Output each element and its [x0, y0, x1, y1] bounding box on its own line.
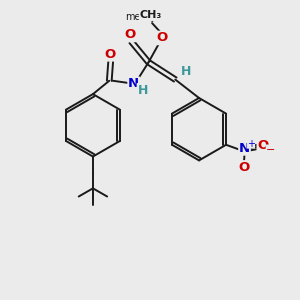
Text: CH₃: CH₃ [140, 11, 162, 20]
Text: N: N [239, 142, 250, 155]
Text: N: N [128, 77, 139, 90]
Text: O: O [238, 161, 250, 174]
Text: methyl: methyl [125, 11, 159, 22]
Text: O: O [104, 48, 116, 61]
Text: −: − [266, 145, 275, 154]
Text: O: O [156, 32, 167, 44]
Text: O: O [257, 139, 268, 152]
Text: +: + [247, 139, 255, 148]
Text: O: O [124, 28, 135, 41]
Text: H: H [181, 65, 191, 78]
Text: H: H [137, 84, 148, 97]
